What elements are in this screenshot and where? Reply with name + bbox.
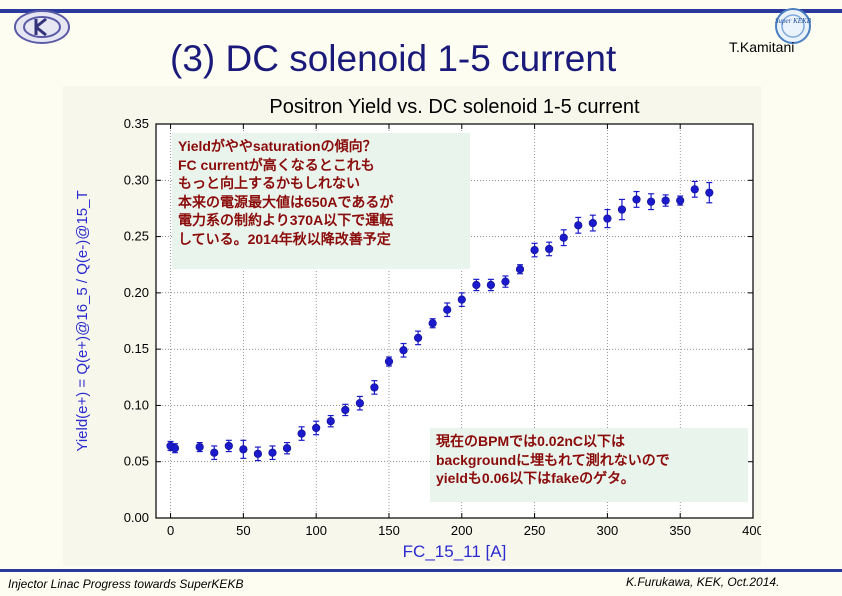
data-point — [501, 277, 510, 286]
data-point — [690, 185, 699, 194]
footer-left: Injector Linac Progress towards SuperKEK… — [8, 577, 244, 591]
data-point — [617, 205, 627, 214]
x-tick-label: 400 — [742, 523, 761, 538]
top-rule — [0, 9, 842, 13]
y-tick-label: 0.20 — [124, 285, 149, 300]
slide-title: (3) DC solenoid 1-5 current — [170, 38, 617, 79]
data-point — [646, 197, 656, 206]
data-point — [268, 448, 277, 457]
plot-frame — [155, 123, 754, 519]
data-point — [282, 444, 292, 453]
y-tick-label: 0.30 — [124, 172, 149, 187]
annotation-background: 現在のBPMでは0.02nC以下は backgroundに埋もれて測れないので … — [430, 428, 748, 502]
x-tick-label: 200 — [451, 523, 473, 538]
y-tick-label: 0.35 — [124, 116, 149, 131]
x-tick-label: 300 — [597, 523, 619, 538]
x-tick-label: 100 — [305, 523, 327, 538]
chart-title: Positron Yield vs. DC solenoid 1-5 curre… — [269, 96, 640, 118]
annotation-line: backgroundに埋もれて測れないので — [436, 451, 670, 468]
x-tick-label: 350 — [669, 523, 691, 538]
data-point — [443, 305, 452, 314]
data-point — [170, 444, 180, 453]
data-point — [603, 214, 612, 223]
data-point — [297, 429, 306, 438]
data-point — [515, 265, 525, 274]
data-point — [457, 295, 466, 304]
data-point — [588, 218, 597, 228]
data-point — [428, 319, 437, 328]
annotation-line: FC currentが高くなるとこれも — [178, 156, 375, 173]
data-point — [559, 233, 568, 242]
data-point — [486, 280, 496, 290]
data-point — [399, 346, 408, 355]
annotation-line: 現在のBPMでは0.02nC以下は — [436, 433, 626, 449]
annotation-line: もっと向上するかもしれない — [178, 175, 360, 191]
footer-right: K.Furukawa, KEK, Oct.2014. — [626, 575, 780, 589]
data-point — [413, 333, 423, 342]
data-point — [472, 280, 481, 290]
y-tick-label: 0.05 — [124, 454, 149, 469]
data-point — [326, 417, 335, 426]
annotation-line: yieldも0.06以下はfakeのゲタ。 — [436, 470, 635, 486]
x-tick-label: 0 — [167, 523, 174, 538]
y-tick-label: 0.15 — [124, 341, 149, 356]
annotation-line: 電力系の制約より370A以下で運転 — [178, 212, 394, 228]
author-name: T.Kamitani — [729, 39, 795, 55]
kek-logo-icon — [14, 10, 70, 44]
data-point — [341, 405, 350, 415]
annotation-line: Yieldがややsaturationの傾向？ — [178, 138, 377, 154]
data-point — [545, 244, 554, 254]
y-tick-label: 0.25 — [124, 229, 149, 244]
x-tick-label: 250 — [524, 523, 546, 538]
data-point — [384, 357, 394, 366]
data-point — [312, 423, 321, 433]
superkekb-logo-icon: Super KEKB — [775, 8, 812, 44]
x-axis-label: FC_15_11 [A] — [403, 542, 507, 561]
y-tick-label: 0.00 — [124, 510, 149, 525]
annotation-saturation: Yieldがややsaturationの傾向？ FC currentが高くなるとこ… — [172, 133, 470, 269]
data-point — [370, 383, 379, 392]
logo-text: Super KEKB — [775, 17, 812, 25]
data-point — [210, 448, 219, 457]
data-point — [224, 441, 233, 451]
data-point — [661, 196, 670, 205]
x-tick-label: 50 — [236, 523, 250, 538]
data-point — [239, 445, 248, 454]
data-point — [676, 196, 685, 205]
x-tick-label: 150 — [378, 523, 400, 538]
data-point — [530, 245, 539, 255]
bottom-rule — [0, 569, 842, 572]
data-point — [574, 221, 583, 230]
data-point — [705, 188, 714, 197]
data-point — [253, 449, 263, 458]
y-axis-label: Yield(e+) = Q(e+)@16_5 / Q(e-)@15_T — [74, 190, 91, 451]
annotation-line: している。2014年秋以降改善予定 — [178, 230, 391, 247]
data-point — [195, 442, 204, 452]
data-point — [355, 399, 364, 408]
y-tick-label: 0.10 — [124, 397, 149, 412]
data-point — [632, 195, 641, 204]
annotation-line: 本来の電源最大値は650Aであるが — [178, 193, 394, 210]
